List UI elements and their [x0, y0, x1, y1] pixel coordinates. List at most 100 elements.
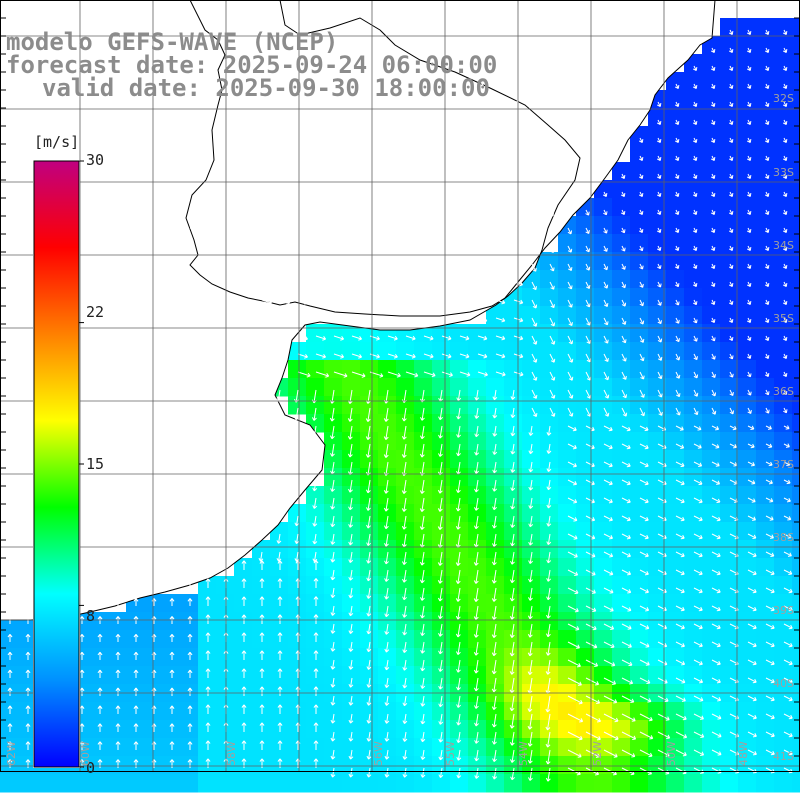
wind-arrow	[639, 587, 649, 594]
wind-arrow	[205, 704, 211, 714]
wind-arrow	[115, 598, 121, 606]
wind-arrow	[347, 443, 353, 458]
wind-arrow	[277, 758, 283, 768]
wind-arrow	[567, 263, 573, 272]
speed-cell	[720, 306, 739, 325]
speed-cell	[612, 612, 631, 631]
speed-cell	[468, 576, 487, 595]
speed-cell	[540, 594, 559, 613]
speed-cell	[774, 234, 793, 253]
wind-arrow	[473, 569, 479, 584]
wind-arrow	[259, 632, 265, 642]
wind-arrow	[459, 137, 468, 142]
wind-arrow	[656, 137, 662, 143]
wind-arrow	[711, 713, 722, 720]
wind-arrow	[459, 245, 470, 251]
lat-label: 34S	[773, 239, 794, 252]
speed-cell	[630, 324, 649, 343]
wind-arrow	[438, 677, 444, 690]
wind-arrow	[495, 335, 506, 341]
speed-cell	[630, 540, 649, 559]
speed-cell	[702, 342, 721, 361]
speed-cell	[594, 234, 613, 253]
wind-arrow	[495, 227, 505, 233]
wind-arrow	[261, 47, 272, 53]
speed-cell	[324, 522, 343, 541]
wind-arrow	[675, 605, 685, 612]
speed-cell	[18, 774, 37, 793]
wind-arrow	[311, 407, 317, 421]
speed-cell	[486, 522, 505, 541]
wind-arrow	[548, 137, 554, 144]
speed-cell	[684, 90, 703, 109]
wind-arrow	[657, 335, 663, 343]
wind-arrow	[639, 245, 644, 252]
wind-arrow	[549, 281, 555, 290]
wind-arrow	[441, 155, 451, 161]
wind-arrow	[261, 101, 272, 107]
wind-arrow	[621, 461, 631, 468]
wind-arrow	[456, 425, 462, 438]
wind-arrow	[510, 551, 515, 565]
speed-cell	[522, 720, 541, 739]
speed-cell	[108, 738, 127, 757]
wind-arrow	[387, 263, 398, 269]
speed-cell	[738, 198, 757, 217]
speed-cell	[666, 144, 685, 163]
wind-arrow	[603, 533, 613, 540]
wind-arrow	[782, 209, 788, 215]
speed-cell	[216, 720, 235, 739]
wind-arrow	[621, 515, 631, 522]
wind-arrow	[477, 227, 487, 233]
wind-arrow	[441, 209, 452, 215]
wind-arrow	[549, 317, 556, 327]
speed-cell	[774, 306, 793, 325]
speed-cell	[450, 468, 469, 487]
speed-cell	[612, 234, 631, 253]
wind-arrow	[728, 335, 734, 341]
wind-arrow	[638, 173, 644, 179]
wind-arrow	[241, 560, 247, 570]
speed-cell	[540, 306, 559, 325]
wind-arrow	[329, 425, 335, 440]
wind-arrow	[189, 209, 200, 215]
wind-arrow	[621, 533, 631, 540]
wind-arrow	[473, 623, 479, 638]
wind-arrow	[474, 767, 480, 779]
speed-cell	[648, 216, 667, 235]
wind-arrow	[585, 677, 600, 686]
speed-cell	[630, 576, 649, 595]
speed-cell	[612, 252, 631, 271]
speed-cell	[702, 648, 721, 667]
speed-cell	[468, 702, 487, 721]
wind-arrow	[764, 245, 770, 251]
wind-arrow	[225, 263, 236, 269]
wind-arrow	[693, 677, 704, 684]
wind-arrow	[369, 299, 380, 305]
speed-cell	[756, 342, 775, 361]
wind-arrow	[456, 695, 461, 708]
speed-cell	[90, 612, 109, 631]
wind-arrow	[405, 299, 416, 305]
wind-arrow	[527, 731, 533, 747]
speed-cell	[684, 576, 703, 595]
speed-cell	[576, 540, 595, 559]
wind-arrow	[441, 335, 452, 341]
speed-cell	[90, 702, 109, 721]
speed-cell	[342, 324, 361, 343]
speed-cell	[702, 162, 721, 181]
speed-cell	[288, 756, 307, 775]
wind-arrow	[315, 281, 327, 287]
speed-cell	[522, 666, 541, 685]
wind-arrow	[782, 101, 788, 107]
wind-arrow	[133, 759, 139, 768]
speed-cell	[252, 720, 271, 739]
speed-cell	[792, 540, 800, 559]
wind-arrow	[384, 677, 390, 689]
wind-arrow	[621, 317, 627, 325]
wind-arrow	[603, 569, 614, 576]
speed-cell	[702, 396, 721, 415]
wind-arrow	[692, 227, 698, 233]
speed-cell	[756, 252, 775, 271]
wind-arrow	[549, 389, 556, 399]
